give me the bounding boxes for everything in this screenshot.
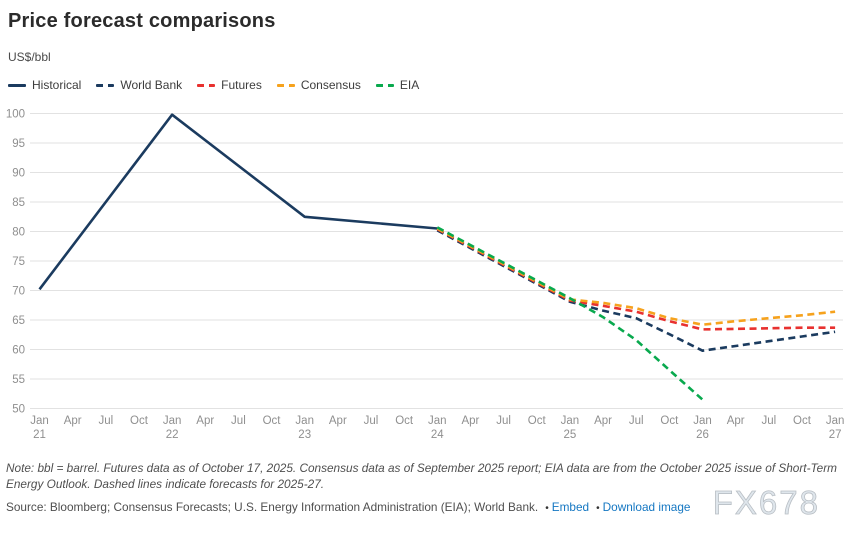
y-axis-tick-label: 100 <box>6 109 25 121</box>
x-axis-year-label: 24 <box>431 429 444 441</box>
x-axis-tick-label: Oct <box>130 415 149 427</box>
x-axis-tick-label: Oct <box>263 415 282 427</box>
x-axis-year-label: 22 <box>166 429 179 441</box>
x-axis-tick-label: Apr <box>594 415 612 427</box>
embed-link[interactable]: Embed <box>551 500 590 514</box>
legend-item-eia[interactable]: EIA <box>375 78 420 92</box>
x-axis-year-label: 25 <box>564 429 577 441</box>
legend-item-consensus[interactable]: Consensus <box>276 78 361 92</box>
legend-label: EIA <box>399 78 420 92</box>
source-line: Source: Bloomberg; Consensus Forecasts; … <box>6 500 726 514</box>
series-line-futures <box>436 227 836 331</box>
x-axis-tick-label: Apr <box>727 415 745 427</box>
y-axis-tick-label: 55 <box>12 374 25 386</box>
x-axis-tick-label: Jul <box>629 415 644 427</box>
series-line-historical <box>38 113 438 291</box>
x-axis-tick-label: Jul <box>761 415 776 427</box>
y-axis-tick-label: 70 <box>12 286 25 298</box>
x-axis-tick-label: Oct <box>793 415 812 427</box>
x-axis-tick-label: Oct <box>528 415 547 427</box>
x-axis-tick-label: Apr <box>196 415 214 427</box>
legend-item-historical[interactable]: Historical <box>8 78 81 92</box>
x-axis-tick-label: Jul <box>364 415 379 427</box>
series-line-world-bank <box>436 229 836 352</box>
y-axis-tick-label: 85 <box>12 197 25 209</box>
chart-legend: Historical World Bank Futures Consensus EIA <box>8 78 419 92</box>
y-axis-units-label: US$/bbl <box>8 50 51 64</box>
y-axis-tick-label: 50 <box>12 404 25 416</box>
legend-item-world-bank[interactable]: World Bank <box>96 78 182 92</box>
source-text: Source: Bloomberg; Consensus Forecasts; … <box>6 500 539 514</box>
x-axis-tick-label: Jan <box>163 415 182 427</box>
footnote: Note: bbl = barrel. Futures data as of O… <box>6 461 837 491</box>
legend-swatch-icon <box>96 83 115 87</box>
legend-label: Consensus <box>300 78 361 92</box>
y-axis-tick-label: 75 <box>12 256 25 268</box>
bullet-separator: • <box>545 503 549 514</box>
x-axis-tick-label: Jul <box>496 415 511 427</box>
legend-swatch-icon <box>8 83 26 87</box>
x-axis-tick-label: Apr <box>64 415 82 427</box>
legend-label: World Bank <box>120 78 183 92</box>
x-axis-tick-label: Jul <box>98 415 113 427</box>
x-axis-tick-label: Oct <box>395 415 414 427</box>
x-axis-tick-label: Oct <box>660 415 679 427</box>
x-axis-tick-label: Jan <box>428 415 447 427</box>
legend-swatch-icon <box>375 83 394 87</box>
legend-swatch-icon <box>197 83 216 87</box>
x-axis-tick-label: Jan <box>561 415 580 427</box>
y-axis-tick-label: 65 <box>12 315 25 327</box>
fx678-watermark: FX678 <box>712 484 820 522</box>
x-axis-tick-label: Jan <box>826 415 845 427</box>
x-axis-tick-label: Jan <box>295 415 314 427</box>
series-line-eia <box>436 226 704 401</box>
x-axis-year-label: 26 <box>696 429 709 441</box>
y-axis-tick-label: 95 <box>12 138 25 150</box>
page-title: Price forecast comparisons <box>8 10 276 32</box>
x-axis-year-label: 23 <box>298 429 311 441</box>
line-chart: 50 55 60 65 70 75 80 85 90 95 100 Jan 21 Apr Jul Oct Jan… <box>6 109 845 442</box>
x-axis-tick-label: Apr <box>461 415 479 427</box>
series-line-consensus <box>436 227 836 326</box>
x-axis-year-label: 27 <box>829 429 842 441</box>
legend-label: Futures <box>221 78 262 92</box>
x-axis-tick-label: Apr <box>329 415 347 427</box>
x-axis-year-label: 21 <box>33 429 46 441</box>
x-axis-tick-label: Jan <box>30 415 49 427</box>
y-axis-tick-label: 90 <box>12 168 25 180</box>
legend-label: Historical <box>32 78 82 92</box>
y-axis-tick-label: 80 <box>12 227 25 239</box>
legend-swatch-icon <box>276 83 295 87</box>
legend-item-futures[interactable]: Futures <box>197 78 262 92</box>
bullet-separator: • <box>596 503 600 514</box>
x-axis-tick-label: Jan <box>693 415 712 427</box>
download-image-link[interactable]: Download image <box>602 500 691 514</box>
y-axis-tick-label: 60 <box>12 345 25 357</box>
x-axis-tick-label: Jul <box>231 415 246 427</box>
